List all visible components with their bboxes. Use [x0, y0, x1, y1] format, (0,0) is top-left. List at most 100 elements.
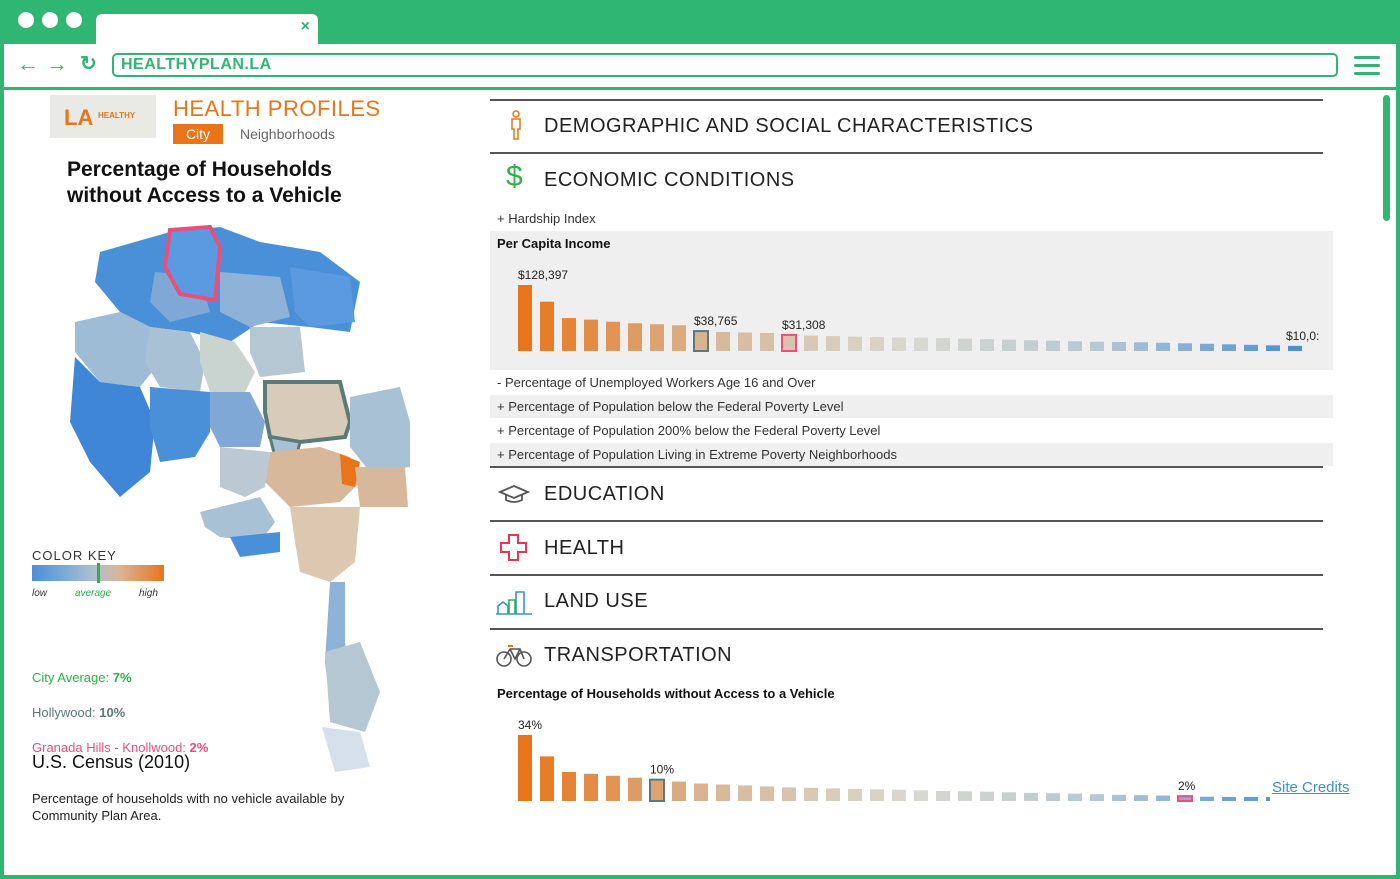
- chart-bar[interactable]: [716, 784, 730, 802]
- back-arrow-icon[interactable]: ←: [17, 51, 39, 76]
- chart-bar[interactable]: [1200, 796, 1214, 801]
- chart-bar[interactable]: [958, 791, 972, 801]
- hamburger-menu-icon[interactable]: [1354, 56, 1380, 76]
- chart-bar[interactable]: [980, 339, 994, 351]
- reload-icon[interactable]: ↻: [80, 53, 97, 75]
- chart-bar[interactable]: [1222, 797, 1236, 801]
- chart-bar[interactable]: [936, 338, 950, 351]
- chart-bar[interactable]: [1222, 344, 1236, 351]
- chart-bar[interactable]: [1090, 341, 1104, 351]
- chart-bar[interactable]: [1068, 341, 1082, 351]
- chart-bar[interactable]: [1177, 795, 1193, 802]
- chart-bar[interactable]: [1266, 345, 1280, 351]
- chart-bar[interactable]: [782, 787, 796, 801]
- chart-bar[interactable]: [518, 285, 532, 351]
- vehicle-bar-chart[interactable]: 34% 10% 2%: [490, 705, 1270, 805]
- chart-bar[interactable]: [540, 301, 554, 351]
- per-capita-bar-chart[interactable]: $128,397 $38,765 $31,308 $10,0:: [490, 255, 1333, 367]
- chart-bar[interactable]: [606, 775, 620, 801]
- chart-bar[interactable]: [1002, 792, 1016, 801]
- tab-close-icon[interactable]: ×: [300, 18, 310, 35]
- window-maximize-dot[interactable]: [66, 12, 82, 28]
- scrollbar-thumb[interactable]: [1383, 95, 1390, 221]
- chart-bar[interactable]: [738, 785, 752, 801]
- chart-bar[interactable]: [628, 777, 642, 801]
- chart-bar[interactable]: [892, 337, 906, 351]
- chart-bar[interactable]: [693, 330, 709, 352]
- chart-bar[interactable]: [804, 787, 818, 801]
- site-credits-link[interactable]: Site Credits: [1272, 779, 1350, 796]
- section-education[interactable]: EDUCATION: [544, 483, 665, 505]
- item-extreme-poverty[interactable]: + Percentage of Population Living in Ext…: [497, 447, 897, 462]
- chart-bar[interactable]: [1288, 345, 1302, 351]
- chart-bar[interactable]: [606, 321, 620, 351]
- chart-bar[interactable]: [584, 319, 598, 351]
- chart-bar[interactable]: [870, 337, 884, 351]
- chart-bar[interactable]: [1244, 344, 1258, 351]
- chart-bar[interactable]: [826, 788, 840, 801]
- chart-bar[interactable]: [716, 331, 730, 351]
- chart-bar[interactable]: [518, 735, 532, 801]
- chart-bar[interactable]: [562, 771, 576, 801]
- window-minimize-dot[interactable]: [42, 12, 58, 28]
- la-choropleth-map[interactable]: [60, 222, 420, 782]
- chart-bar[interactable]: [1244, 797, 1258, 801]
- chart-bar[interactable]: [1178, 343, 1192, 351]
- section-health[interactable]: HEALTH: [544, 537, 625, 559]
- chart-bar[interactable]: [672, 325, 686, 351]
- chart-bar[interactable]: [650, 324, 664, 351]
- chart-bar[interactable]: [584, 773, 598, 801]
- item-hardship-index[interactable]: + Hardship Index: [497, 211, 596, 226]
- chart-bar[interactable]: [672, 781, 686, 801]
- section-transportation[interactable]: TRANSPORTATION: [544, 644, 733, 666]
- chart-bar[interactable]: [826, 336, 840, 351]
- item-poverty-200[interactable]: + Percentage of Population 200% below th…: [497, 423, 881, 438]
- chart-bar[interactable]: [1112, 794, 1126, 801]
- chart-bar[interactable]: [804, 335, 818, 351]
- chart-bar[interactable]: [1090, 794, 1104, 801]
- chart-bar[interactable]: [1134, 795, 1148, 801]
- section-economic[interactable]: ECONOMIC CONDITIONS: [544, 169, 795, 191]
- chart-bar[interactable]: [936, 790, 950, 801]
- tab-neighborhoods[interactable]: Neighborhoods: [240, 126, 335, 142]
- chart-bar[interactable]: [914, 790, 928, 801]
- tab-city[interactable]: City: [173, 124, 223, 144]
- chart-bar[interactable]: [958, 338, 972, 351]
- chart-bar[interactable]: [540, 756, 554, 801]
- chart-bar[interactable]: [848, 336, 862, 351]
- chart-bar[interactable]: [1024, 340, 1038, 351]
- chart-bar[interactable]: [892, 789, 906, 801]
- address-bar[interactable]: HEALTHYPLAN.LA: [112, 53, 1338, 77]
- chart-bar[interactable]: [694, 783, 708, 801]
- chart-bar[interactable]: [1046, 340, 1060, 351]
- chart-bar[interactable]: [1024, 792, 1038, 801]
- chart-bar[interactable]: [1266, 797, 1270, 801]
- chart-bar[interactable]: [628, 323, 642, 351]
- chart-bar[interactable]: [562, 318, 576, 351]
- section-demographic[interactable]: DEMOGRAPHIC AND SOCIAL CHARACTERISTICS: [544, 115, 1034, 137]
- chart-bar[interactable]: [870, 789, 884, 801]
- chart-bar[interactable]: [760, 786, 774, 801]
- forward-arrow-icon[interactable]: →: [46, 51, 68, 76]
- chart-bar[interactable]: [1200, 343, 1214, 351]
- chart-bar[interactable]: [1156, 342, 1170, 351]
- chart-bar[interactable]: [1046, 793, 1060, 801]
- browser-tab[interactable]: ×: [96, 14, 318, 44]
- chart-bar[interactable]: [1134, 342, 1148, 351]
- window-close-dot[interactable]: [18, 12, 34, 28]
- item-poverty[interactable]: + Percentage of Population below the Fed…: [497, 399, 844, 414]
- chart-bar[interactable]: [1156, 795, 1170, 801]
- chart-bar[interactable]: [649, 778, 665, 802]
- chart-bar[interactable]: [1112, 342, 1126, 351]
- chart-bar[interactable]: [760, 333, 774, 351]
- chart-bar[interactable]: [781, 333, 797, 352]
- chart-bar[interactable]: [1002, 339, 1016, 351]
- healthy-la-logo[interactable]: LA HEALTHY: [50, 95, 156, 138]
- section-land-use[interactable]: LAND USE: [544, 590, 649, 612]
- chart-bar[interactable]: [914, 337, 928, 351]
- item-unemployed[interactable]: - Percentage of Unemployed Workers Age 1…: [497, 375, 816, 390]
- chart-bar[interactable]: [1068, 793, 1082, 801]
- chart-bar[interactable]: [980, 791, 994, 801]
- chart-bar[interactable]: [738, 332, 752, 351]
- chart-bar[interactable]: [848, 788, 862, 801]
